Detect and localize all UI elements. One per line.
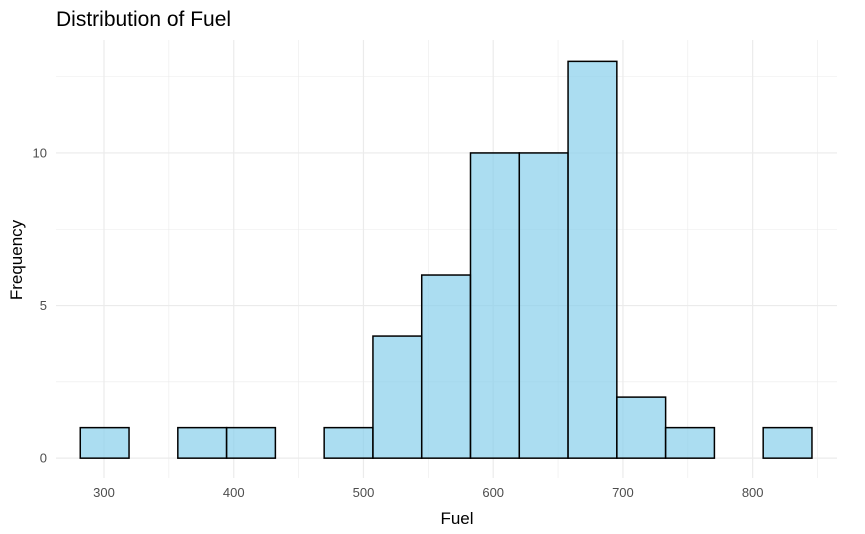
x-axis-title: Fuel: [440, 509, 473, 528]
y-tick-label: 10: [33, 145, 47, 160]
histogram-bars: [79, 60, 813, 459]
histogram-bar: [664, 426, 716, 459]
histogram-bar: [79, 426, 130, 459]
histogram-bar: [420, 274, 472, 459]
y-axis-title: Frequency: [7, 219, 26, 300]
histogram-bar: [762, 426, 813, 459]
x-tick-label: 700: [612, 485, 634, 500]
histogram-bar: [518, 152, 569, 459]
histogram-bar: [616, 396, 667, 459]
histogram-bar: [225, 426, 277, 459]
y-tick-label: 5: [40, 298, 47, 313]
x-tick-label: 400: [223, 485, 245, 500]
histogram-bar: [372, 335, 423, 459]
histogram-bar: [567, 60, 618, 459]
x-tick-label: 600: [482, 485, 504, 500]
x-tick-label: 800: [742, 485, 764, 500]
histogram-bar: [177, 426, 228, 459]
histogram-bar: [323, 426, 374, 459]
x-tick-label: 500: [353, 485, 375, 500]
histogram-bar: [469, 152, 521, 459]
y-tick-label: 0: [40, 451, 47, 466]
y-axis-ticks: 0 5 10: [33, 145, 47, 465]
x-tick-label: 300: [93, 485, 115, 500]
chart-title: Distribution of Fuel: [56, 8, 231, 31]
x-axis-ticks: 300 400 500 600 700 800: [93, 485, 763, 500]
